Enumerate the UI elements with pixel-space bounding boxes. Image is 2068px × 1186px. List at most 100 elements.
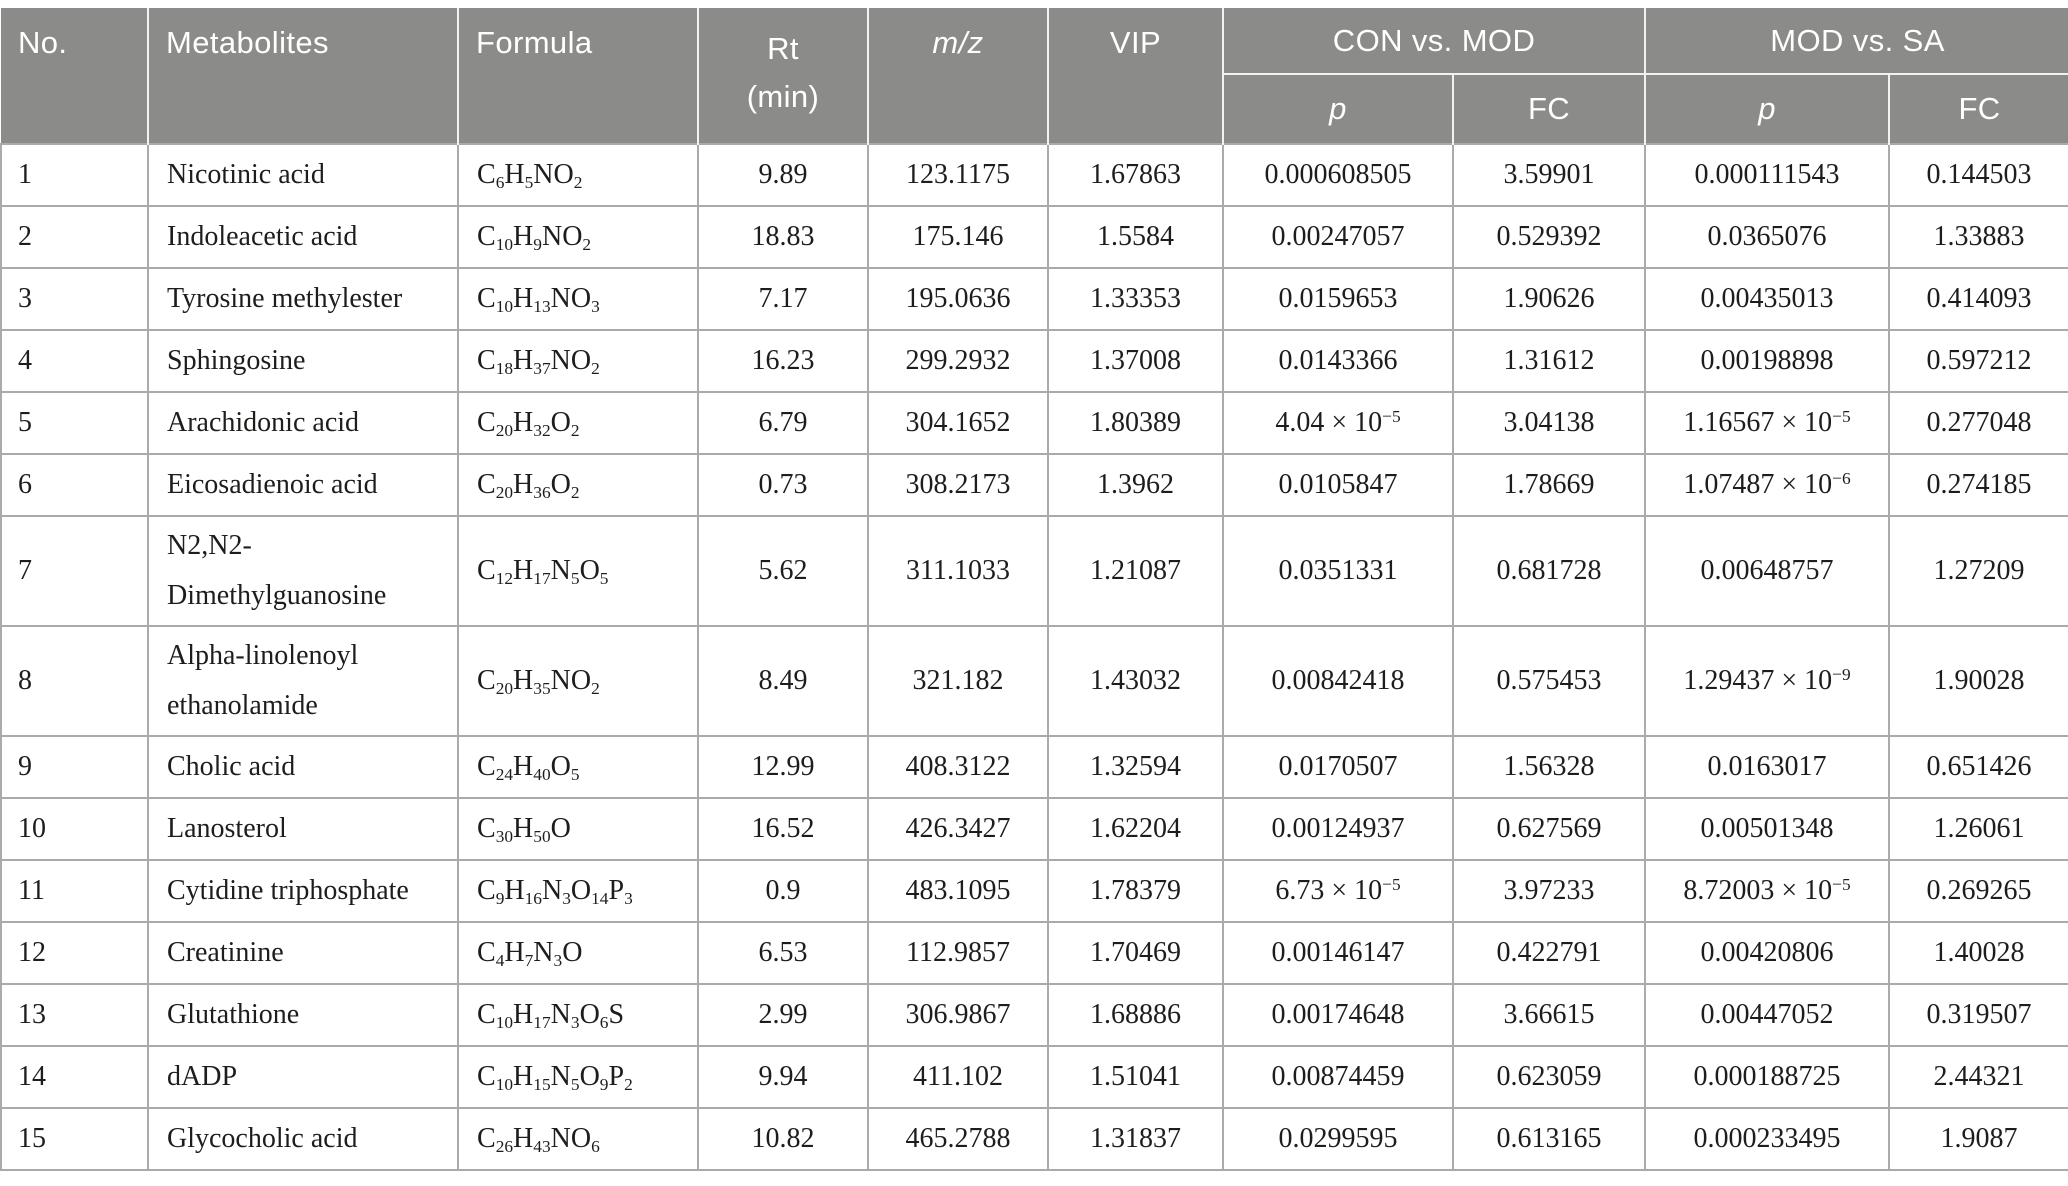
col-header-no: No. xyxy=(1,8,148,144)
cell-p-con-mod: 0.0351331 xyxy=(1222,515,1454,627)
cell-p-mod-sa: 1.16567 × 10−5 xyxy=(1644,391,1891,455)
cell-p-mod-sa: 0.00648757 xyxy=(1644,515,1891,627)
header-sub-row: p FC p FC xyxy=(1,74,2068,144)
cell-formula: C20H32O2 xyxy=(457,391,699,455)
cell-fc-con-mod: 0.681728 xyxy=(1451,515,1647,627)
cell-metabolite: Lanosterol xyxy=(147,797,459,861)
cell-rt: 12.99 xyxy=(697,735,869,799)
cell-fc-con-mod: 3.66615 xyxy=(1451,983,1647,1047)
cell-rt: 10.82 xyxy=(697,1107,869,1171)
cell-mz: 123.1175 xyxy=(867,143,1049,207)
cell-p-mod-sa: 1.07487 × 10−6 xyxy=(1644,453,1891,517)
cell-fc-mod-sa: 1.27209 xyxy=(1888,515,2068,627)
cell-formula: C24H40O5 xyxy=(457,735,699,799)
col-header-mz: m/z xyxy=(867,8,1048,144)
cell-fc-mod-sa: 0.319507 xyxy=(1888,983,2068,1047)
cell-fc-con-mod: 1.56328 xyxy=(1451,735,1647,799)
cell-no: 15 xyxy=(0,1107,149,1171)
cell-rt: 16.52 xyxy=(697,797,869,861)
rt-label-line1: Rt xyxy=(767,31,799,66)
cell-p-mod-sa: 0.000188725 xyxy=(1644,1045,1891,1109)
cell-vip: 1.43032 xyxy=(1047,625,1224,737)
cell-mz: 311.1033 xyxy=(867,515,1049,627)
cell-mz: 411.102 xyxy=(867,1045,1049,1109)
cell-fc-con-mod: 0.613165 xyxy=(1451,1107,1647,1171)
cell-metabolite: Arachidonic acid xyxy=(147,391,459,455)
cell-metabolite: N2,N2-Dimethylguanosine xyxy=(147,515,459,627)
cell-fc-mod-sa: 0.269265 xyxy=(1888,859,2068,923)
cell-vip: 1.37008 xyxy=(1047,329,1224,393)
cell-no: 9 xyxy=(0,735,149,799)
col-header-con-vs-mod: CON vs. MOD xyxy=(1221,8,1646,75)
cell-metabolite: Alpha-linolenoyl ethanolamide xyxy=(147,625,459,737)
cell-no: 14 xyxy=(0,1045,149,1109)
cell-fc-con-mod: 0.529392 xyxy=(1451,205,1647,269)
cell-metabolite: Creatinine xyxy=(147,921,459,985)
cell-no: 8 xyxy=(0,625,149,737)
cell-mz: 483.1095 xyxy=(867,859,1049,923)
cell-formula: C26H43NO6 xyxy=(457,1107,699,1171)
cell-no: 7 xyxy=(0,515,149,627)
cell-fc-con-mod: 3.04138 xyxy=(1451,391,1647,455)
table-row: 9 Cholic acid C24H40O5 12.99 408.3122 1.32594… xyxy=(0,735,2068,799)
cell-fc-con-mod: 0.422791 xyxy=(1451,921,1647,985)
cell-fc-mod-sa: 0.651426 xyxy=(1888,735,2068,799)
cell-p-con-mod: 0.00874459 xyxy=(1222,1045,1454,1109)
cell-mz: 306.9867 xyxy=(867,983,1049,1047)
metabolites-table: No. Metabolites Formula Rt (min) m/z VIP… xyxy=(0,8,2068,1171)
col-header-p-mod-sa: p xyxy=(1644,74,1890,144)
cell-fc-con-mod: 1.90626 xyxy=(1451,267,1647,331)
cell-p-mod-sa: 0.00447052 xyxy=(1644,983,1891,1047)
cell-rt: 0.9 xyxy=(697,859,869,923)
cell-mz: 408.3122 xyxy=(867,735,1049,799)
cell-vip: 1.21087 xyxy=(1047,515,1224,627)
cell-fc-mod-sa: 0.414093 xyxy=(1888,267,2068,331)
cell-vip: 1.62204 xyxy=(1047,797,1224,861)
cell-fc-mod-sa: 1.90028 xyxy=(1888,625,2068,737)
cell-p-mod-sa: 1.29437 × 10−9 xyxy=(1644,625,1891,737)
cell-p-mod-sa: 0.00435013 xyxy=(1644,267,1891,331)
cell-p-con-mod: 0.00247057 xyxy=(1222,205,1454,269)
cell-no: 11 xyxy=(0,859,149,923)
cell-p-mod-sa: 0.000111543 xyxy=(1644,143,1891,207)
cell-p-mod-sa: 0.000233495 xyxy=(1644,1107,1891,1171)
table-row: 14 dADP C10H15N5O9P2 9.94 411.102 1.51041 0.00… xyxy=(0,1045,2068,1109)
cell-fc-mod-sa: 1.40028 xyxy=(1888,921,2068,985)
cell-rt: 6.53 xyxy=(697,921,869,985)
cell-mz: 299.2932 xyxy=(867,329,1049,393)
cell-p-con-mod: 0.00124937 xyxy=(1222,797,1454,861)
col-header-mod-vs-sa: MOD vs. SA xyxy=(1644,8,2068,75)
cell-fc-con-mod: 0.575453 xyxy=(1451,625,1647,737)
cell-fc-con-mod: 1.78669 xyxy=(1451,453,1647,517)
cell-p-con-mod: 4.04 × 10−5 xyxy=(1222,391,1454,455)
table-row: 12 Creatinine C4H7N3O 6.53 112.9857 1.70469 0.… xyxy=(0,921,2068,985)
table-row: 10 Lanosterol C30H50O 16.52 426.3427 1.62204 0… xyxy=(0,797,2068,861)
cell-vip: 1.51041 xyxy=(1047,1045,1224,1109)
cell-fc-con-mod: 3.59901 xyxy=(1451,143,1647,207)
cell-formula: C6H5NO2 xyxy=(457,143,699,207)
cell-p-con-mod: 0.0143366 xyxy=(1222,329,1454,393)
cell-rt: 9.94 xyxy=(697,1045,869,1109)
col-header-formula: Formula xyxy=(457,8,698,144)
cell-mz: 195.0636 xyxy=(867,267,1049,331)
cell-no: 6 xyxy=(0,453,149,517)
cell-rt: 18.83 xyxy=(697,205,869,269)
cell-p-con-mod: 0.00842418 xyxy=(1222,625,1454,737)
cell-fc-mod-sa: 1.26061 xyxy=(1888,797,2068,861)
cell-mz: 304.1652 xyxy=(867,391,1049,455)
cell-formula: C20H35NO2 xyxy=(457,625,699,737)
cell-formula: C9H16N3O14P3 xyxy=(457,859,699,923)
col-header-metabolites: Metabolites xyxy=(147,8,458,144)
cell-mz: 465.2788 xyxy=(867,1107,1049,1171)
cell-vip: 1.80389 xyxy=(1047,391,1224,455)
cell-rt: 9.89 xyxy=(697,143,869,207)
cell-p-con-mod: 0.00146147 xyxy=(1222,921,1454,985)
table-body: 1 Nicotinic acid C6H5NO2 9.89 123.1175 1.6786… xyxy=(0,143,2068,1171)
table-row: 1 Nicotinic acid C6H5NO2 9.89 123.1175 1.6786… xyxy=(0,143,2068,207)
cell-p-mod-sa: 0.00420806 xyxy=(1644,921,1891,985)
cell-vip: 1.68886 xyxy=(1047,983,1224,1047)
cell-mz: 426.3427 xyxy=(867,797,1049,861)
cell-no: 4 xyxy=(0,329,149,393)
cell-formula: C10H17N3O6S xyxy=(457,983,699,1047)
cell-no: 3 xyxy=(0,267,149,331)
